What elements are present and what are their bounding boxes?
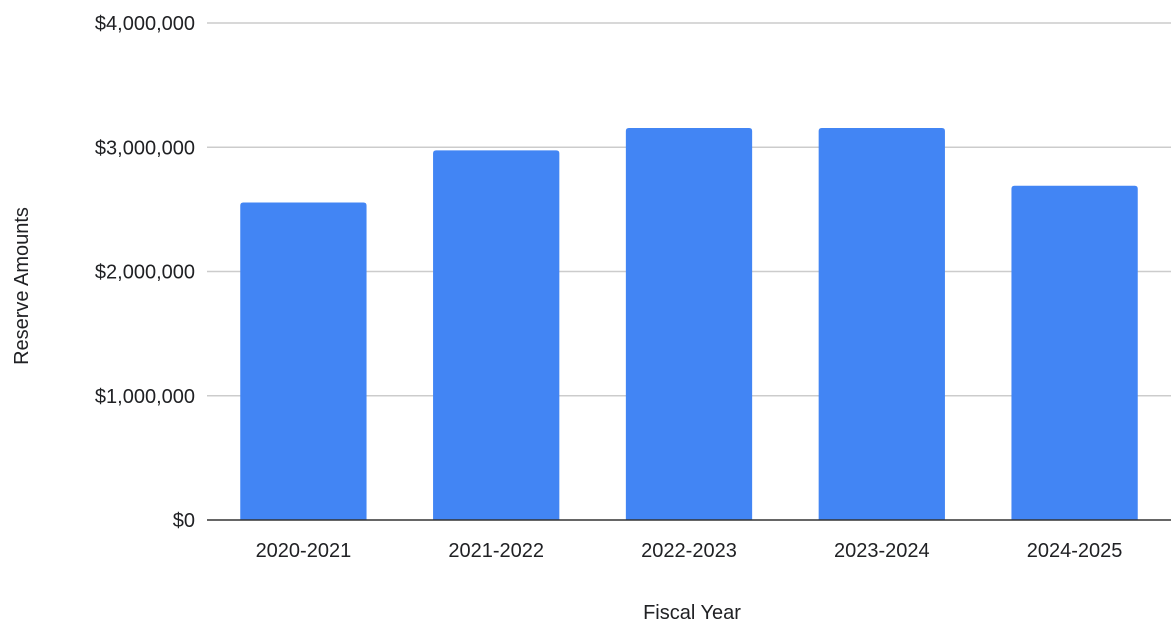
y-axis-title: Reserve Amounts [11, 207, 33, 365]
x-tick-label: 2024-2025 [1027, 540, 1123, 562]
bar-2022-2023 [625, 127, 753, 521]
y-axis-tick-labels: $0 $1,000,000 $2,000,000 $3,000,000 $4,000,0… [95, 13, 195, 532]
y-tick-label: $3,000,000 [95, 137, 195, 159]
y-tick-label: $0 [173, 510, 195, 532]
x-tick-label: 2021-2022 [448, 540, 544, 562]
x-tick-label: 2023-2024 [834, 540, 930, 562]
x-tick-label: 2020-2021 [256, 540, 352, 562]
bar-2023-2024 [818, 127, 945, 521]
y-tick-label: $2,000,000 [95, 262, 195, 284]
x-axis-tick-labels: 2020-2021 2021-2022 2022-2023 2023-2024 2024… [256, 540, 1123, 562]
y-tick-label: $1,000,000 [95, 386, 195, 408]
y-tick-label: $4,000,000 [95, 13, 195, 35]
x-tick-label: 2022-2023 [641, 540, 737, 562]
x-axis-title: Fiscal Year [643, 602, 741, 624]
bar-2020-2021 [240, 202, 367, 520]
bar-2024-2025 [1011, 185, 1138, 520]
bars [240, 127, 1138, 521]
bar-2021-2022 [433, 150, 560, 520]
